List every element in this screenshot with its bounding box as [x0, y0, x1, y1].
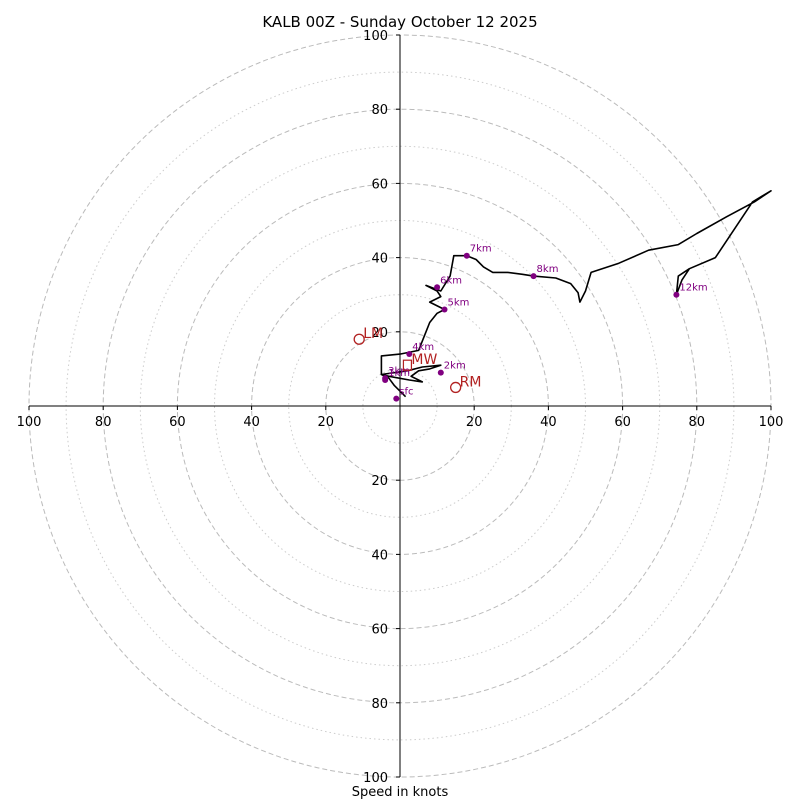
x-tick-label: 60	[614, 415, 631, 430]
wind-trace	[380, 190, 772, 398]
storm-marker-MW	[402, 359, 413, 371]
storm-motions: LM RM MW	[353, 326, 482, 394]
height-marker-6km	[434, 284, 441, 291]
storm-label-LM: LM	[363, 326, 383, 342]
height-label-12km: 12km	[679, 283, 707, 294]
storm-label-MW: MW	[411, 352, 437, 368]
x-tick-label: 40	[243, 415, 260, 430]
height-marker-7km	[463, 252, 470, 259]
y-tick-label: 80	[371, 103, 388, 118]
height-marker-5km	[441, 306, 448, 313]
x-tick-label: 20	[466, 415, 483, 430]
x-tick-label: 100	[759, 415, 784, 430]
height-label-7km: 7km	[470, 244, 492, 255]
height-label-2km: 2km	[444, 361, 466, 372]
tick-labels: 100 80 60 40 20 20 40 60 80 100 100 80 60 40 20 20 40 60 8…	[17, 29, 784, 786]
y-tick-label: 60	[371, 623, 388, 638]
storm-marker-RM	[449, 381, 462, 394]
x-tick-label: 40	[540, 415, 557, 430]
y-tick-label: 40	[371, 252, 388, 267]
height-label-5km: 5km	[448, 298, 470, 309]
height-marker-8km	[530, 273, 537, 280]
height-label-8km: 8km	[537, 264, 559, 275]
x-tick-label: 80	[95, 415, 112, 430]
height-label-3km: 3km	[388, 366, 410, 377]
y-tick-label: 20	[371, 326, 388, 341]
x-tick-label: 80	[689, 415, 706, 430]
y-tick-label: 100	[363, 771, 388, 786]
height-marker-sfc	[393, 395, 400, 402]
height-label-6km: 6km	[440, 275, 462, 286]
x-tick-label: 60	[169, 415, 186, 430]
height-marker-4km	[406, 351, 413, 358]
height-marker-1km	[382, 377, 389, 384]
height-marker-12km	[673, 291, 680, 298]
height-label-1km: 1km	[388, 368, 410, 379]
height-label-sfc: sfc	[399, 387, 413, 398]
y-tick-label: 100	[363, 29, 388, 44]
y-tick-label: 60	[371, 177, 388, 192]
height-label-4km: 4km	[412, 342, 434, 353]
axes	[29, 35, 771, 777]
storm-label-RM: RM	[460, 374, 482, 390]
height-marker-2km	[437, 369, 444, 376]
x-tick-label: 20	[318, 415, 335, 430]
hodograph-trace-line	[380, 190, 772, 398]
y-tick-label: 80	[371, 697, 388, 712]
chart-title: KALB 00Z - Sunday October 12 2025	[262, 13, 537, 31]
storm-marker-LM	[353, 333, 365, 345]
x-axis-label: Speed in knots	[352, 785, 449, 800]
x-tick-label: 100	[17, 415, 42, 430]
y-tick-label: 40	[371, 548, 388, 563]
y-tick-label: 20	[371, 474, 388, 489]
